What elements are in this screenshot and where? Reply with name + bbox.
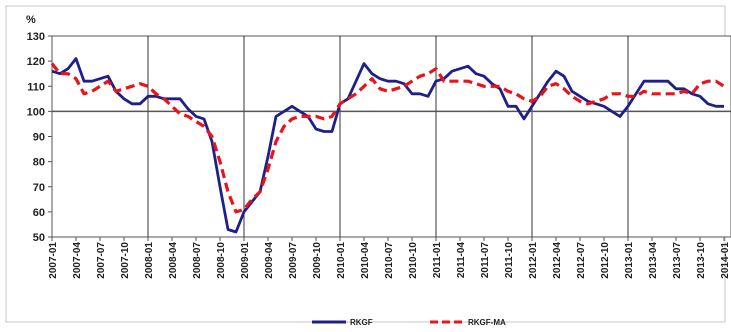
x-tick-label: 2007-10 xyxy=(120,242,131,279)
y-tick-label: 60 xyxy=(33,207,45,219)
series-lines xyxy=(50,57,725,234)
x-tick-label: 2008-10 xyxy=(216,242,227,279)
x-tick-label: 2008-04 xyxy=(168,242,179,279)
x-tick-label: 2011-10 xyxy=(504,242,515,279)
x-tick-label: 2010-04 xyxy=(360,242,371,279)
x-tick-label: 2009-07 xyxy=(288,242,299,279)
legend-label-0: RKGF xyxy=(350,318,373,327)
x-tick-label: 2009-01 xyxy=(240,242,251,279)
series-line-1 xyxy=(50,62,725,214)
x-tick-label: 2010-10 xyxy=(408,242,419,279)
x-tick-label: 2008-01 xyxy=(144,242,155,279)
x-tick-label: 2013-04 xyxy=(648,242,659,279)
x-tick-label: 2014-01 xyxy=(720,242,731,279)
x-tick-label: 2013-07 xyxy=(672,242,683,279)
x-tick-label: 2010-01 xyxy=(336,242,347,279)
plot-area xyxy=(51,35,731,238)
y-tick-label: 110 xyxy=(27,81,45,93)
y-tick-label: 130 xyxy=(27,31,45,43)
x-tick-label: 2007-04 xyxy=(72,242,83,279)
y-tick-label: 90 xyxy=(33,132,45,144)
x-tick-label: 2011-01 xyxy=(432,242,443,279)
y-axis: 50 60 70 80 90 100 110 120 130 xyxy=(27,31,52,244)
x-tick-label: 2007-01 xyxy=(48,242,59,279)
x-tick-label: 2008-07 xyxy=(192,242,203,279)
y-tick-label: 70 xyxy=(33,182,45,194)
x-tick-label: 2012-10 xyxy=(600,242,611,279)
x-tick-label: 2011-04 xyxy=(456,242,467,279)
x-tick-label: 2009-10 xyxy=(312,242,323,279)
x-tick-label: 2012-07 xyxy=(576,242,587,279)
x-axis: 2007-01 2007-04 2007-07 2007-10 2008-01 2008-… xyxy=(48,237,731,279)
y-tick-label: 120 xyxy=(27,56,45,68)
x-tick-label: 2007-07 xyxy=(96,242,107,279)
y-tick-label: 80 xyxy=(33,157,45,169)
y-unit-label: % xyxy=(26,14,36,26)
legend: RKGF RKGF-MA xyxy=(312,318,506,327)
y-tick-label: 100 xyxy=(27,106,45,118)
y-tick-label: 50 xyxy=(33,232,45,244)
x-tick-label: 2009-04 xyxy=(264,242,275,279)
x-tick-label: 2012-04 xyxy=(552,242,563,279)
x-tick-label: 2013-10 xyxy=(696,242,707,279)
legend-label-1: RKGF-MA xyxy=(468,318,506,327)
x-tick-label: 2010-07 xyxy=(384,242,395,279)
x-tick-label: 2013-01 xyxy=(624,242,635,279)
x-tick-label: 2011-07 xyxy=(480,242,491,279)
x-tick-label: 2012-01 xyxy=(528,242,539,279)
